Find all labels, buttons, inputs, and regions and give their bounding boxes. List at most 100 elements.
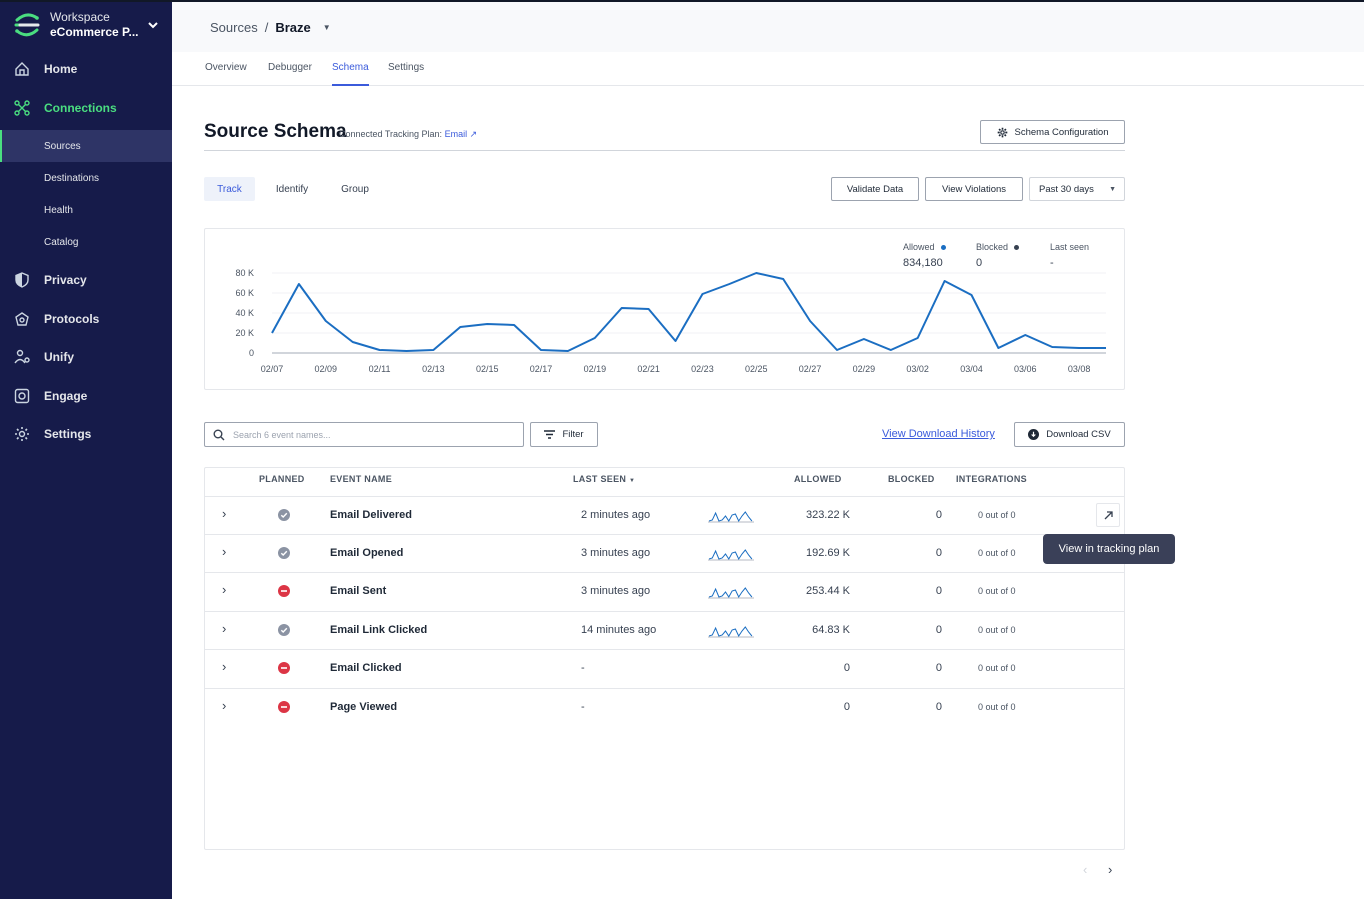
event-name[interactable]: Email Clicked bbox=[330, 662, 402, 674]
tracking-plan-link[interactable]: Email ↗ bbox=[444, 129, 478, 139]
expand-chevron-icon[interactable]: › bbox=[222, 506, 227, 521]
x-tick-label: 02/19 bbox=[584, 364, 607, 374]
x-tick-label: 02/07 bbox=[261, 364, 284, 374]
table-row[interactable]: › Email Delivered 2 minutes ago 323.22 K 0 0 … bbox=[205, 496, 1124, 534]
breadcrumb-sources[interactable]: Sources bbox=[210, 20, 258, 35]
last-seen: 3 minutes ago bbox=[581, 547, 651, 559]
workspace-label: Workspace bbox=[50, 10, 110, 24]
table-row[interactable]: › Page Viewed - 0 0 0 out of 0 bbox=[205, 688, 1124, 727]
event-name[interactable]: Email Delivered bbox=[330, 509, 412, 521]
unify-icon bbox=[14, 349, 30, 364]
x-tick-label: 02/15 bbox=[476, 364, 499, 374]
nav-connections[interactable]: Connections bbox=[0, 89, 172, 127]
breadcrumb: Sources / Braze ▼ bbox=[210, 20, 331, 35]
blocked-icon bbox=[278, 585, 290, 600]
page-header: Sources / Braze ▼ bbox=[172, 2, 1364, 52]
nav-sources[interactable]: Sources bbox=[0, 130, 172, 162]
filter-icon bbox=[544, 429, 556, 439]
expand-chevron-icon[interactable]: › bbox=[222, 659, 227, 674]
prev-page-icon[interactable]: ‹ bbox=[1083, 862, 1088, 877]
tab-schema[interactable]: Schema bbox=[332, 62, 369, 86]
table-row[interactable]: › Email Link Clicked 14 minutes ago 64.83 K… bbox=[205, 611, 1124, 649]
header-planned: PLANNED bbox=[259, 474, 305, 484]
download-icon bbox=[1028, 429, 1040, 440]
tab-settings[interactable]: Settings bbox=[388, 62, 425, 73]
home-icon bbox=[15, 62, 29, 76]
event-name[interactable]: Email Sent bbox=[330, 585, 387, 597]
view-violations-button[interactable]: View Violations bbox=[925, 177, 1023, 201]
nav-destinations[interactable]: Destinations bbox=[44, 172, 100, 184]
nav-home[interactable]: Home bbox=[0, 50, 172, 88]
header-last-seen[interactable]: LAST SEEN ▼ bbox=[573, 474, 636, 484]
connections-icon bbox=[14, 100, 30, 116]
nav-unify[interactable]: Unify bbox=[0, 338, 172, 376]
engage-icon bbox=[14, 388, 30, 404]
blocked-count: 0 bbox=[935, 547, 942, 559]
legend-blocked-value: 0 bbox=[976, 257, 983, 269]
integrations-count: 0 out of 0 bbox=[978, 510, 1016, 520]
nav-settings[interactable]: Settings bbox=[0, 415, 172, 453]
header-event-name[interactable]: EVENT NAME bbox=[330, 474, 393, 484]
tracking-plan-subtitle: Connected Tracking Plan: Email ↗ bbox=[339, 129, 477, 140]
table-row[interactable]: › Email Clicked - 0 0 0 out of 0 bbox=[205, 649, 1124, 688]
table-row[interactable]: › Email Opened 3 minutes ago 192.69 K 0 0 out… bbox=[205, 534, 1124, 572]
y-tick-label: 40 K bbox=[235, 308, 254, 318]
caret-down-icon[interactable]: ▼ bbox=[322, 23, 331, 32]
nav-health[interactable]: Health bbox=[44, 204, 73, 216]
blocked-icon bbox=[278, 662, 290, 677]
next-page-icon[interactable]: › bbox=[1108, 862, 1113, 877]
segment-track[interactable]: Track bbox=[204, 177, 255, 201]
allowed-series-line bbox=[271, 272, 1106, 352]
x-tick-label: 02/17 bbox=[530, 364, 553, 374]
nav-protocols-label: Protocols bbox=[44, 312, 100, 326]
search-input[interactable] bbox=[233, 429, 513, 440]
table-row[interactable]: › Email Sent 3 minutes ago 253.44 K 0 0 out o… bbox=[205, 572, 1124, 611]
y-tick-label: 80 K bbox=[235, 268, 254, 278]
x-tick-label: 02/27 bbox=[799, 364, 822, 374]
tracking-plan-label: Connected Tracking Plan: bbox=[339, 129, 445, 139]
planned-check-icon bbox=[278, 624, 290, 639]
event-name[interactable]: Page Viewed bbox=[330, 701, 398, 713]
segment-identify[interactable]: Identify bbox=[275, 183, 309, 195]
allowed-count: 253.44 K bbox=[805, 585, 850, 597]
event-name[interactable]: Email Link Clicked bbox=[330, 624, 428, 636]
sparkline bbox=[708, 511, 754, 523]
tab-debugger[interactable]: Debugger bbox=[268, 62, 312, 73]
nav-catalog[interactable]: Catalog bbox=[44, 236, 79, 248]
page-title: Source Schema bbox=[204, 121, 347, 142]
segment-group[interactable]: Group bbox=[341, 183, 369, 195]
validate-data-button[interactable]: Validate Data bbox=[831, 177, 919, 201]
nav-protocols[interactable]: Protocols bbox=[0, 300, 172, 338]
events-line-chart: 0 20 K 40 K 60 K 80 K 02/07 02/09 02/11 02/13 02/… bbox=[235, 268, 1106, 374]
expand-chevron-icon[interactable]: › bbox=[222, 698, 227, 713]
download-csv-button[interactable]: Download CSV bbox=[1014, 422, 1125, 447]
event-search[interactable] bbox=[204, 422, 524, 447]
nav-privacy[interactable]: Privacy bbox=[0, 261, 172, 299]
blocked-count: 0 bbox=[935, 624, 942, 636]
event-name[interactable]: Email Opened bbox=[330, 547, 404, 559]
external-link-icon bbox=[1104, 510, 1113, 519]
tab-overview[interactable]: Overview bbox=[205, 62, 247, 73]
allowed-count: 0 bbox=[843, 662, 850, 674]
chevron-down-icon[interactable] bbox=[146, 18, 160, 32]
expand-chevron-icon[interactable]: › bbox=[222, 544, 227, 559]
view-download-history-link[interactable]: View Download History bbox=[882, 428, 995, 440]
schema-configuration-button[interactable]: Schema Configuration bbox=[980, 120, 1125, 144]
x-tick-label: 02/25 bbox=[745, 364, 768, 374]
integrations-count: 0 out of 0 bbox=[978, 586, 1016, 596]
top-border bbox=[0, 0, 1364, 2]
open-tracking-plan-button[interactable] bbox=[1096, 503, 1120, 527]
filter-button[interactable]: Filter bbox=[530, 422, 598, 447]
nav-engage[interactable]: Engage bbox=[0, 377, 172, 415]
y-tick-label: 60 K bbox=[235, 288, 254, 298]
x-tick-label: 02/21 bbox=[637, 364, 660, 374]
last-seen: 3 minutes ago bbox=[581, 585, 651, 597]
date-range-select[interactable]: Past 30 days ▼ bbox=[1029, 177, 1125, 201]
title-divider bbox=[204, 150, 1125, 151]
blocked-count: 0 bbox=[935, 701, 942, 713]
header-integrations: INTEGRATIONS bbox=[956, 474, 1027, 484]
expand-chevron-icon[interactable]: › bbox=[222, 582, 227, 597]
workspace-switcher[interactable]: Workspace eCommerce P... bbox=[14, 8, 164, 42]
protocols-icon bbox=[15, 312, 29, 326]
expand-chevron-icon[interactable]: › bbox=[222, 621, 227, 636]
